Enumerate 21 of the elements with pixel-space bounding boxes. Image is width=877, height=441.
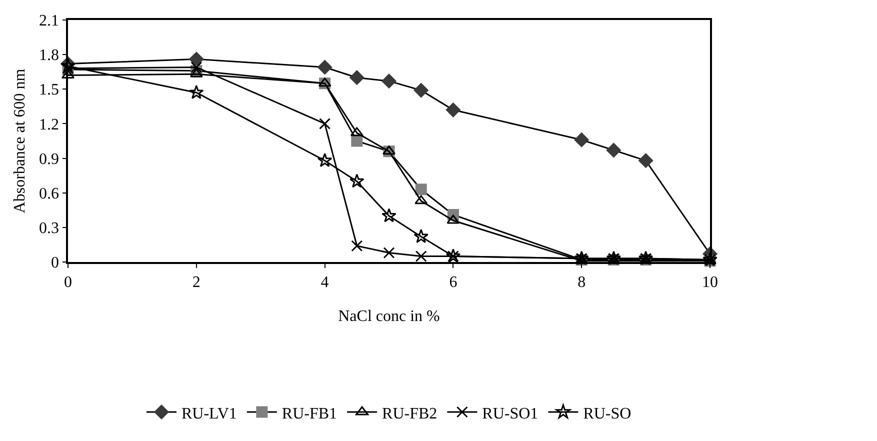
y-tick-label: 1.8 [39, 47, 60, 64]
y-tick-label: 0.6 [39, 185, 60, 202]
y-tick-label: 2.1 [39, 12, 60, 30]
legend-label: RU-FB1 [282, 405, 338, 422]
x-tick-label: 0 [64, 274, 72, 291]
x-tick-label: 10 [702, 274, 718, 291]
legend-label: RU-SO [583, 405, 632, 422]
x-tick-label: 4 [320, 274, 329, 291]
y-tick-label: 0.3 [39, 220, 60, 238]
y-tick-label: 1.5 [39, 82, 60, 99]
x-tick-label: 6 [449, 274, 458, 291]
x-tick-label: 2 [192, 274, 200, 291]
y-axis-title: Absorbance at 600 nm [11, 68, 28, 214]
y-tick-label: 0.9 [39, 150, 60, 168]
y-tick-label: 1.2 [39, 116, 60, 134]
x-tick-label: 8 [578, 274, 586, 291]
legend-label: RU-SO1 [482, 405, 538, 422]
y-tick-label: 0 [51, 254, 60, 272]
legend-label: RU-LV1 [182, 405, 237, 422]
legend-label: RU-FB2 [382, 405, 438, 422]
x-axis-title: NaCl conc in % [338, 308, 440, 326]
